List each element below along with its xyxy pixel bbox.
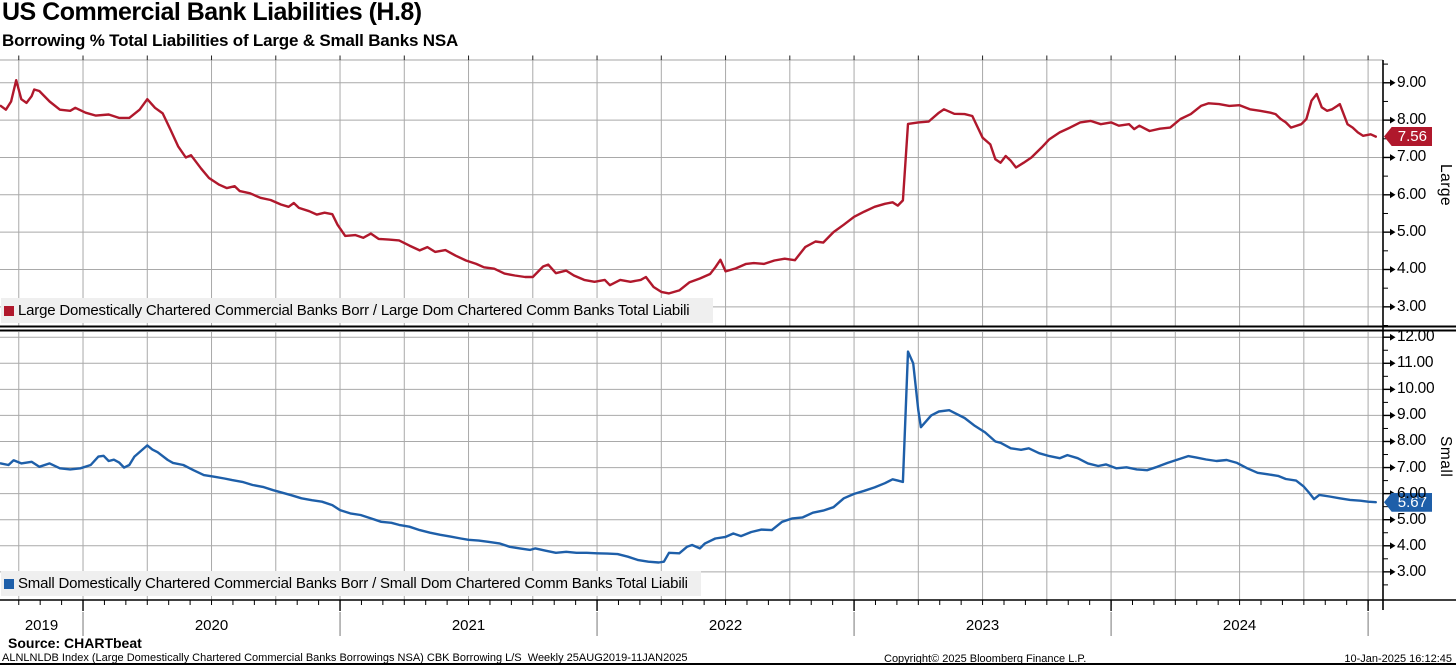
y-tick-arrow-icon [1390, 359, 1396, 367]
y-tick-label: 3.00 [1397, 562, 1426, 580]
y-tick-label: 6.00 [1397, 185, 1426, 203]
x-year-label: 2023 [965, 617, 1000, 634]
y-tick-arrow-icon [1390, 228, 1396, 236]
y-tick-label: 12.00 [1397, 328, 1435, 346]
y-tick-arrow-icon [1390, 79, 1396, 87]
x-year-label: 2024 [1222, 617, 1257, 634]
copyright-text: Copyright© 2025 Bloomberg Finance L.P. [884, 653, 1087, 665]
y-tick-arrow-icon [1390, 464, 1396, 471]
bottom-border [0, 663, 1456, 665]
y-tick-label: 9.00 [1397, 73, 1426, 91]
large-series-swatch-icon [4, 305, 14, 316]
x-year-label: 2020 [194, 617, 229, 634]
y-tick-label: 6.00 [1397, 484, 1426, 502]
y-tick-label: 5.00 [1397, 223, 1426, 241]
y-tick-arrow-icon [1390, 516, 1396, 524]
y-tick-label: 7.00 [1397, 458, 1426, 476]
axis-label-small: Small [1437, 436, 1454, 478]
y-tick-label: 9.00 [1397, 406, 1426, 424]
axis-label-large: Large [1437, 163, 1454, 206]
y-tick-arrow-icon [1390, 542, 1396, 550]
y-tick-arrow-icon [1390, 191, 1396, 199]
large-series-line [0, 78, 1378, 295]
y-tick-label: 4.00 [1397, 536, 1426, 554]
panel-separator-bottom [0, 329, 1456, 332]
y-tick-label: 3.00 [1397, 297, 1426, 315]
x-year-label: 2022 [708, 617, 743, 634]
y-tick-label: 8.00 [1397, 111, 1426, 129]
legend-background [1, 298, 713, 323]
x-year-label: 2019 [24, 617, 59, 634]
y-tick-label: 10.00 [1397, 380, 1435, 398]
y-tick-label: 4.00 [1397, 260, 1426, 278]
y-tick-arrow-icon [1390, 568, 1396, 576]
y-tick-label: 5.00 [1397, 510, 1426, 528]
source-label: Source: CHARTbeat [8, 635, 142, 651]
y-tick-arrow-icon [1390, 412, 1396, 419]
small-series-swatch-icon [4, 578, 14, 589]
small-last-value-badge: 5.67 [1384, 492, 1432, 512]
ticker-description: ALNLNLDB Index (Large Domestically Chart… [2, 652, 688, 664]
y-tick-label: 7.00 [1397, 148, 1426, 166]
y-tick-arrow-icon [1390, 438, 1396, 445]
y-tick-arrow-icon [1390, 154, 1396, 161]
legend-large-label: Large Domestically Chartered Commercial … [18, 302, 690, 319]
y-tick-arrow-icon [1390, 385, 1396, 393]
legend-large: Large Domestically Chartered Commercial … [1, 298, 713, 323]
panel-separator-top [0, 325, 1456, 328]
y-tick-arrow-icon [1390, 333, 1396, 341]
legend-small-label: Small Domestically Chartered Commercial … [18, 575, 688, 592]
x-year-label: 2021 [451, 617, 486, 634]
legend-background [1, 571, 701, 596]
y-tick-label: 8.00 [1397, 432, 1426, 450]
y-tick-arrow-icon [1390, 116, 1396, 124]
y-tick-arrow-icon [1390, 303, 1396, 311]
y-tick-arrow-icon [1390, 266, 1396, 273]
chart-subtitle: Borrowing % Total Liabilities of Large &… [2, 31, 459, 50]
legend-small: Small Domestically Chartered Commercial … [1, 571, 701, 596]
large-last-value-badge: 7.56 [1384, 127, 1432, 147]
page-title: US Commercial Bank Liabilities (H.8) [2, 0, 422, 26]
small-series-line [0, 350, 1378, 564]
timestamp-text: 10-Jan-2025 16:12:45 [1344, 653, 1452, 665]
y-tick-label: 11.00 [1397, 354, 1434, 372]
